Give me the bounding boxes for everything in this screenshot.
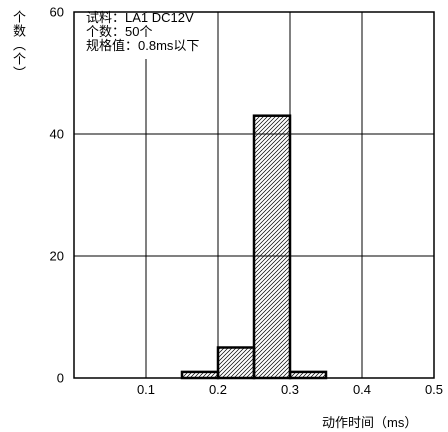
x-axis-label: 动作时间（ms） (322, 415, 418, 430)
legend-background (76, 13, 216, 59)
legend-sample-line: 试料：LA1 DC12V (86, 10, 194, 25)
plot-frame (73, 11, 435, 379)
x-tick-label: 0.4 (353, 382, 371, 397)
histogram-bar (216, 346, 256, 380)
x-tick-label: 0.3 (281, 382, 299, 397)
legend-count-line: 个数：50个 (86, 24, 152, 39)
histogram-bar (180, 370, 220, 380)
histogram-bar (288, 370, 328, 380)
y-tick-label: 40 (50, 127, 64, 142)
x-tick-label: 0.2 (209, 382, 227, 397)
y-axis-label: 个数（个） (11, 10, 26, 80)
legend-spec-line: 规格值：0.8ms以下 (86, 38, 199, 53)
x-tick-label: 0.5 (425, 382, 443, 397)
tick-labels: 0.1 0.2 0.3 0.4 0.5 0 20 40 60 (50, 5, 444, 398)
y-tick-label: 60 (50, 5, 64, 20)
y-tick-label: 20 (50, 249, 64, 264)
legend: 试料：LA1 DC12V 个数：50个 规格值：0.8ms以下 (86, 10, 199, 53)
x-tick-label: 0.1 (137, 382, 155, 397)
histogram-bar (252, 114, 292, 380)
y-tick-label: 0 (57, 371, 64, 386)
histogram-bars (180, 114, 328, 380)
